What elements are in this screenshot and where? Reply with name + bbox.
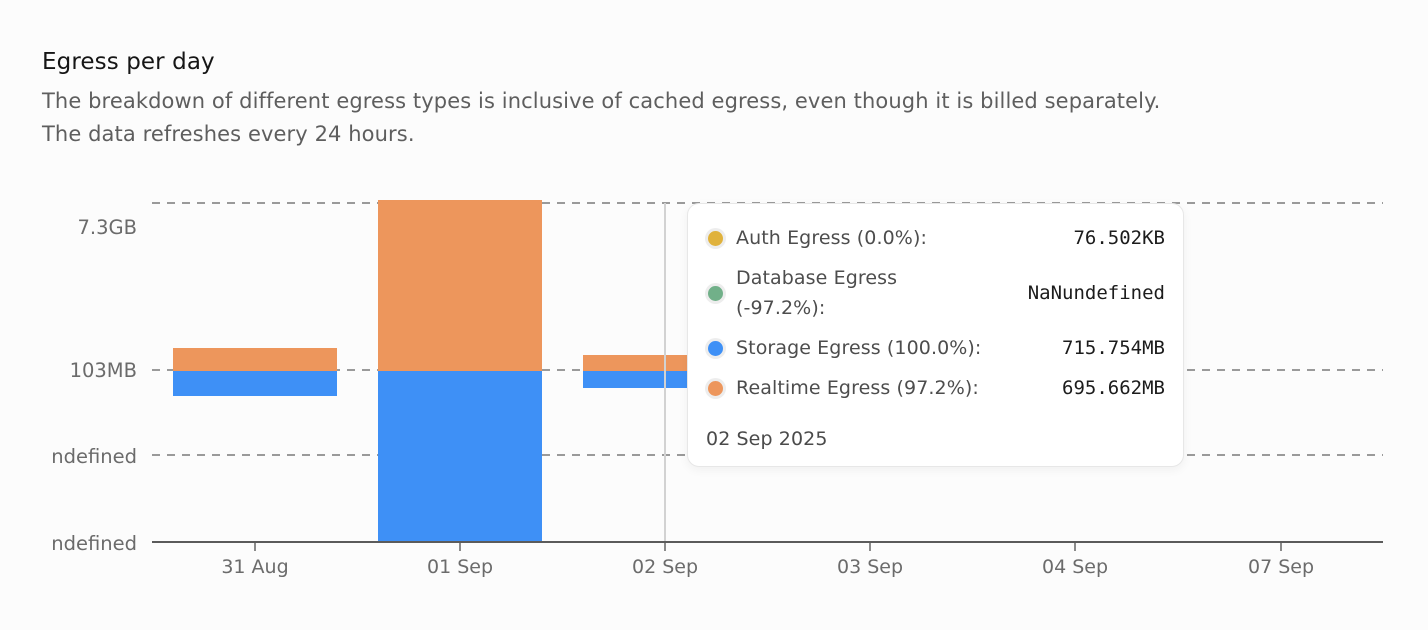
tooltip-row-database: Database Egress (-97.2%): NaNundefined <box>706 263 1165 323</box>
x-axis-label: 03 Sep <box>837 556 903 578</box>
tooltip-row-storage: Storage Egress (100.0%): 715.754MB <box>706 333 1165 363</box>
tooltip-value-realtime: 695.662MB <box>1062 377 1165 399</box>
realtime-series-dot-icon <box>708 380 723 396</box>
chart-description-line-2: The data refreshes every 24 hours. <box>42 122 415 146</box>
tooltip-label-auth: Auth Egress (0.0%): <box>736 227 927 249</box>
tooltip-value-auth: 76.502KB <box>1073 227 1165 249</box>
tooltip-label-database: Database Egress (-97.2%): <box>736 267 898 319</box>
tooltip-value-storage: 715.754MB <box>1062 337 1165 359</box>
tooltip-row-realtime: Realtime Egress (97.2%): 695.662MB <box>706 373 1165 403</box>
auth-series-dot-icon <box>708 230 723 246</box>
x-axis-label: 07 Sep <box>1248 556 1314 578</box>
bar-31-aug-storage[interactable] <box>173 371 337 396</box>
tooltip-label-storage: Storage Egress (100.0%): <box>736 337 982 359</box>
y-axis-label: 7.3GB <box>78 216 138 239</box>
storage-series-dot-icon <box>708 340 723 356</box>
chart-description: The breakdown of different egress types … <box>42 85 1160 151</box>
chart-title: Egress per day <box>42 49 215 76</box>
x-axis-label: 01 Sep <box>427 556 493 578</box>
tooltip-date: 02 Sep 2025 <box>706 428 828 450</box>
tooltip-row-auth: Auth Egress (0.0%): 76.502KB <box>706 223 1165 253</box>
database-series-dot-icon <box>708 285 723 301</box>
bar-01-sep-storage[interactable] <box>378 371 542 542</box>
x-axis-label: 04 Sep <box>1042 556 1108 578</box>
y-axis-label: ndefined <box>51 445 137 468</box>
chart-tooltip: Auth Egress (0.0%): 76.502KB Database Eg… <box>687 203 1184 467</box>
chart-description-line-1: The breakdown of different egress types … <box>42 89 1161 113</box>
x-axis-label: 02 Sep <box>632 556 698 578</box>
tooltip-value-database: NaNundefined <box>1027 282 1165 304</box>
y-axis-label: ndefined <box>51 532 137 555</box>
bar-01-sep-realtime[interactable] <box>378 200 542 371</box>
x-axis-label: 31 Aug <box>221 556 288 578</box>
y-axis-label: 103MB <box>70 359 137 382</box>
tooltip-label-realtime: Realtime Egress (97.2%): <box>736 377 979 399</box>
bar-31-aug-realtime[interactable] <box>173 348 337 371</box>
